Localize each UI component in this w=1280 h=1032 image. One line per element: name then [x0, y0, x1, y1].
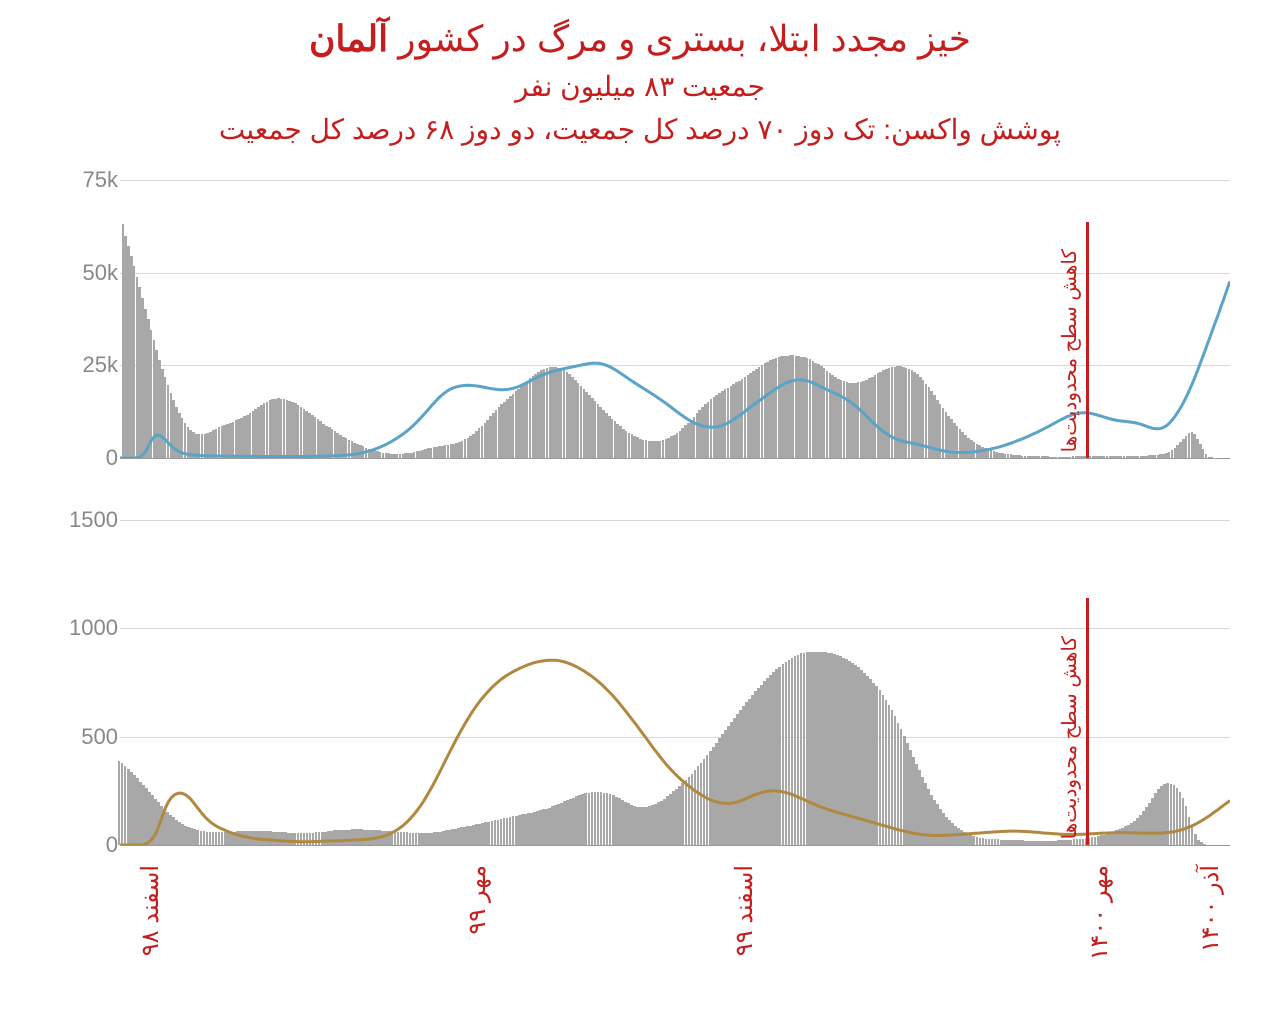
- xaxis-label: آذر ۱۴۰۰: [1197, 865, 1225, 952]
- ytick-label: 0: [58, 832, 118, 858]
- title-bold: آلمان: [309, 18, 388, 59]
- ytick-label: 0: [58, 445, 118, 471]
- restriction-annotation: کاهش سطح محدودیت‌ها: [1058, 636, 1082, 839]
- xaxis-label: اسفند ۹۸: [137, 865, 165, 956]
- title-pre: خیز مجدد ابتلا، بستری و مرگ در کشور: [388, 18, 971, 59]
- cases-chart: 025k50k75kکاهش سطح محدودیت‌ها: [120, 180, 1230, 458]
- ytick-label: 25k: [58, 352, 118, 378]
- xaxis-label: مهر ۱۴۰۰: [1086, 865, 1114, 960]
- xaxis-label: مهر ۹۹: [464, 865, 492, 935]
- restriction-annotation: کاهش سطح محدودیت‌ها: [1058, 249, 1082, 452]
- title-sub: جمعیت ۸۳ میلیون نفر: [0, 70, 1280, 103]
- title-vac: پوشش واکسن: تک دوز ۷۰ درصد کل جمعیت، دو …: [0, 113, 1280, 146]
- ytick-label: 50k: [58, 260, 118, 286]
- ytick-label: 75k: [58, 167, 118, 193]
- xaxis-label: اسفند ۹۹: [731, 865, 759, 956]
- deaths-chart: 050010001500کاهش سطح محدودیت‌ها: [120, 520, 1230, 845]
- xaxis-labels: اسفند ۹۸ مهر ۹۹ اسفند ۹۹ مهر ۱۴۰۰ آذر ۱۴۰۰: [120, 865, 1230, 1015]
- ytick-label: 500: [58, 724, 118, 750]
- title-main: خیز مجدد ابتلا، بستری و مرگ در کشور آلما…: [0, 18, 1280, 60]
- ytick-label: 1500: [58, 507, 118, 533]
- ytick-label: 1000: [58, 615, 118, 641]
